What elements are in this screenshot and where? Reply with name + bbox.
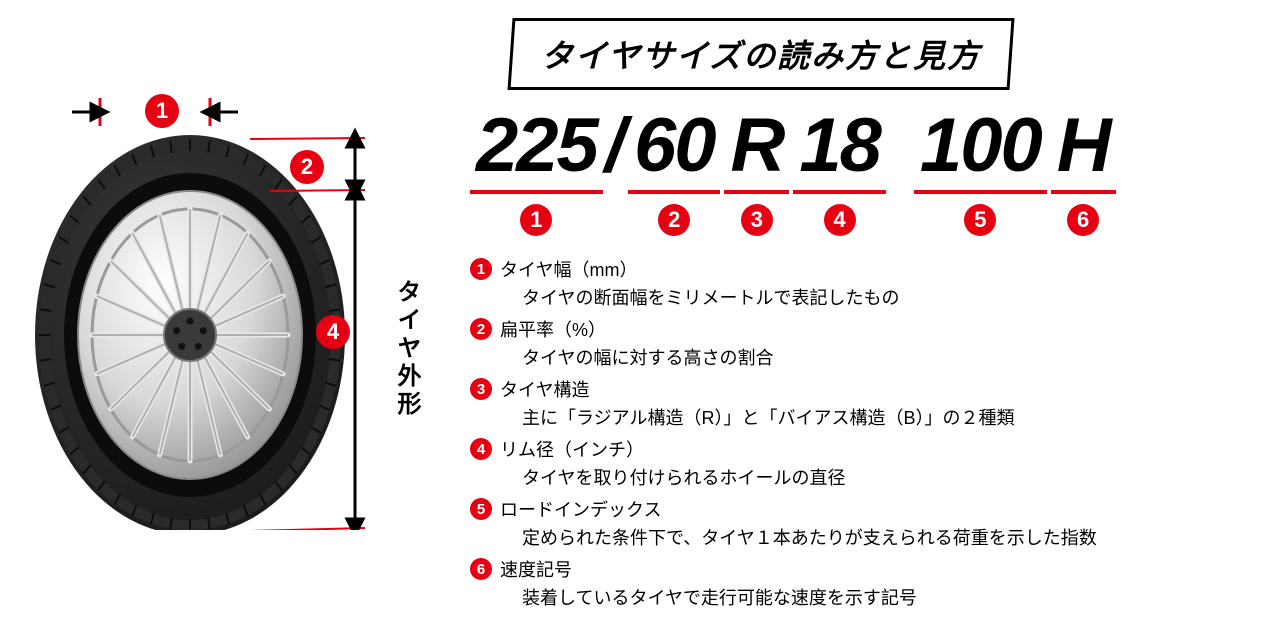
size-segment-5: 100 5 xyxy=(914,108,1047,236)
definition-desc: タイヤを取り付けられるホイールの直径 xyxy=(522,464,1250,490)
tire-callout-badge-4: 4 xyxy=(316,315,350,349)
title-box: タイヤサイズの読み方と見方 xyxy=(507,18,1014,90)
title-text: タイヤサイズの読み方と見方 xyxy=(541,31,981,77)
definition-item: 4 リム径（インチ）タイヤを取り付けられるホイールの直径 xyxy=(470,436,1250,490)
definition-item: 2 扁平率（%）タイヤの幅に対する高さの割合 xyxy=(470,316,1250,370)
definition-title: タイヤ幅（mm） xyxy=(500,256,637,282)
definition-title: ロードインデックス xyxy=(500,496,661,522)
size-separator xyxy=(886,108,914,184)
size-segment-text: 100 xyxy=(914,108,1047,184)
info-panel: タイヤサイズの読み方と見方 2251/602R3184 1005H6 1タイヤ幅… xyxy=(470,0,1280,640)
definition-title: 扁平率（%） xyxy=(500,316,606,342)
tire-size-code: 2251/602R3184 1005H6 xyxy=(470,108,1250,236)
size-segment-text: R xyxy=(724,108,789,184)
definition-head: 6 速度記号 xyxy=(470,556,1250,582)
tire-illustration: 124 タイヤ外形 xyxy=(30,90,390,530)
size-segment-badge: 3 xyxy=(741,204,773,236)
definition-item: 1 タイヤ幅（mm）タイヤの断面幅をミリメートルで表記したもの xyxy=(470,256,1250,310)
definition-badge: 5 xyxy=(470,498,492,520)
definition-head: 4 リム径（インチ） xyxy=(470,436,1250,462)
definition-desc: 定められた条件下で、タイヤ１本あたりが支えられる荷重を示した指数 xyxy=(522,524,1250,550)
size-segment-underline xyxy=(914,190,1047,194)
size-segment-underline xyxy=(628,190,721,194)
size-segment-text: 225 xyxy=(470,108,603,184)
definition-item: 6 速度記号装着しているタイヤで走行可能な速度を示す記号 xyxy=(470,556,1250,610)
definition-head: 2 扁平率（%） xyxy=(470,316,1250,342)
definition-title: タイヤ構造 xyxy=(500,376,589,402)
size-segment-1: 225 1 xyxy=(470,108,603,236)
definition-head: 1 タイヤ幅（mm） xyxy=(470,256,1250,282)
definition-badge: 6 xyxy=(470,558,492,580)
size-segment-2: 60 2 xyxy=(628,108,721,236)
tire-callout-badge-2: 2 xyxy=(290,150,324,184)
definition-item: 5 ロードインデックス定められた条件下で、タイヤ１本あたりが支えられる荷重を示した… xyxy=(470,496,1250,550)
size-segment-underline xyxy=(470,190,603,194)
size-separator: / xyxy=(603,108,628,184)
size-segment-text: 60 xyxy=(628,108,721,184)
definition-badge: 4 xyxy=(470,438,492,460)
definition-desc: 装着しているタイヤで走行可能な速度を示す記号 xyxy=(522,584,1250,610)
definition-badge: 3 xyxy=(470,378,492,400)
size-segment-underline xyxy=(724,190,789,194)
definition-desc: タイヤの断面幅をミリメートルで表記したもの xyxy=(522,284,1250,310)
definition-desc: タイヤの幅に対する高さの割合 xyxy=(522,344,1250,370)
size-segment-3: R3 xyxy=(724,108,789,236)
size-segment-text: H xyxy=(1051,108,1116,184)
definitions-list: 1タイヤ幅（mm）タイヤの断面幅をミリメートルで表記したもの2扁平率（%）タイヤ… xyxy=(470,256,1250,610)
definition-title: リム径（インチ） xyxy=(500,436,644,462)
tire-diagram: 1 2 4 タイヤ外形 xyxy=(0,0,470,640)
size-segment-underline xyxy=(793,190,886,194)
size-segment-text: 18 xyxy=(793,108,886,184)
tire-outer-diameter-label: タイヤ外形 xyxy=(389,279,424,419)
size-segment-4: 18 4 xyxy=(793,108,886,236)
definition-head: 5 ロードインデックス xyxy=(470,496,1250,522)
definition-head: 3 タイヤ構造 xyxy=(470,376,1250,402)
tire-callout-badge-1: 1 xyxy=(145,94,179,128)
size-segment-badge: 1 xyxy=(520,204,552,236)
tire-svg xyxy=(30,90,390,530)
definition-item: 3 タイヤ構造主に「ラジアル構造（R）」と「バイアス構造（B）」の２種類 xyxy=(470,376,1250,430)
size-segment-badge: 6 xyxy=(1067,204,1099,236)
size-segment-badge: 5 xyxy=(964,204,996,236)
definition-badge: 2 xyxy=(470,318,492,340)
definition-title: 速度記号 xyxy=(500,556,572,582)
size-segment-badge: 2 xyxy=(658,204,690,236)
definition-badge: 1 xyxy=(470,258,492,280)
size-segment-underline xyxy=(1051,190,1116,194)
definition-desc: 主に「ラジアル構造（R）」と「バイアス構造（B）」の２種類 xyxy=(522,404,1250,430)
size-segment-badge: 4 xyxy=(824,204,856,236)
size-segment-6: H6 xyxy=(1051,108,1116,236)
